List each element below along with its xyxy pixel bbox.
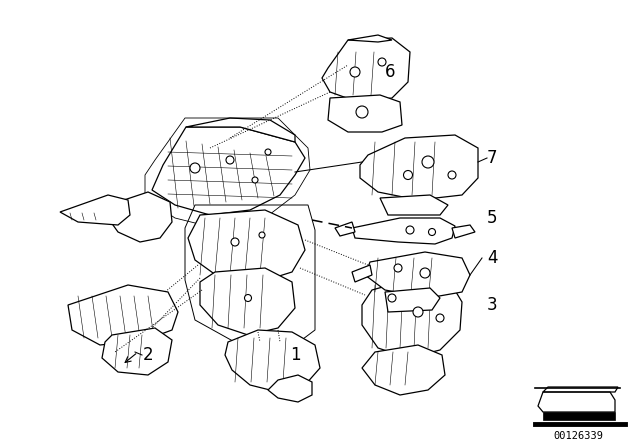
Polygon shape [60,195,130,225]
Polygon shape [335,222,355,236]
Circle shape [413,307,423,317]
Polygon shape [200,268,295,335]
Circle shape [265,149,271,155]
Text: 3: 3 [486,296,497,314]
Circle shape [378,58,386,66]
Polygon shape [322,38,410,102]
Polygon shape [68,285,178,345]
Polygon shape [352,265,372,282]
Circle shape [231,238,239,246]
Text: 7: 7 [487,149,497,167]
Circle shape [429,228,435,236]
Text: 1: 1 [290,346,300,364]
Text: 2: 2 [143,346,154,364]
Polygon shape [365,252,470,298]
Polygon shape [360,135,478,200]
Circle shape [252,177,258,183]
Polygon shape [380,195,448,215]
Circle shape [420,268,430,278]
Polygon shape [452,225,475,238]
Polygon shape [378,270,435,282]
Circle shape [259,232,265,238]
Circle shape [448,171,456,179]
Polygon shape [102,328,172,375]
Polygon shape [152,127,305,215]
Polygon shape [352,218,455,244]
Circle shape [388,294,396,302]
Circle shape [422,156,434,168]
Polygon shape [328,95,402,132]
Polygon shape [108,192,172,242]
Circle shape [226,156,234,164]
Circle shape [190,163,200,173]
Text: 4: 4 [487,249,497,267]
Circle shape [436,314,444,322]
Circle shape [356,106,368,118]
Polygon shape [348,35,392,42]
Circle shape [406,226,414,234]
Circle shape [350,67,360,77]
Text: 00126339: 00126339 [553,431,603,441]
Polygon shape [188,210,305,282]
Polygon shape [268,375,312,402]
Circle shape [394,264,402,272]
Polygon shape [225,330,320,392]
Polygon shape [543,412,615,420]
Polygon shape [362,345,445,395]
Polygon shape [186,118,295,142]
Text: 5: 5 [487,209,497,227]
Circle shape [244,294,252,302]
Text: 6: 6 [385,63,396,81]
Circle shape [403,171,413,180]
Polygon shape [385,288,440,312]
Polygon shape [362,278,462,358]
